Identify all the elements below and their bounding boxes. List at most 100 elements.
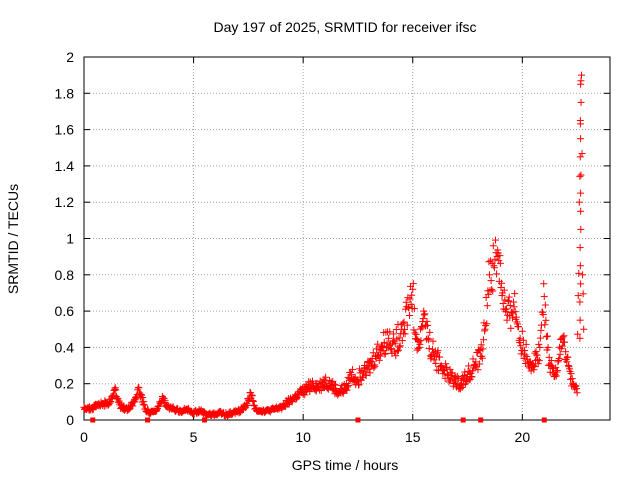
zero-point — [460, 417, 466, 423]
data-point — [521, 347, 529, 355]
data-point — [403, 321, 411, 329]
data-point — [476, 360, 484, 368]
data-point — [410, 326, 418, 334]
data-point — [508, 308, 516, 316]
data-point — [487, 277, 495, 285]
y-tick-label: 1.6 — [55, 122, 75, 138]
data-point — [370, 361, 378, 369]
data-point — [478, 354, 486, 362]
data-point — [331, 381, 339, 389]
data-point — [371, 362, 379, 370]
data-point — [576, 172, 584, 180]
data-point — [512, 313, 520, 321]
data-point — [366, 369, 374, 377]
data-point — [339, 388, 347, 396]
data-point — [140, 401, 148, 409]
data-point — [465, 362, 473, 370]
data-point — [577, 207, 585, 215]
data-point — [392, 352, 400, 360]
data-point — [539, 311, 547, 319]
data-point — [494, 246, 502, 254]
data-point — [511, 290, 519, 298]
data-point — [471, 362, 479, 370]
data-point — [293, 394, 301, 402]
data-point — [108, 393, 116, 401]
data-point — [411, 329, 419, 337]
data-point — [399, 319, 407, 327]
data-point — [424, 334, 432, 342]
data-point — [567, 375, 575, 383]
zero-point — [145, 417, 151, 423]
data-point — [396, 342, 404, 350]
data-point — [468, 373, 476, 381]
data-point — [558, 342, 566, 350]
data-point — [374, 340, 382, 348]
data-point — [580, 325, 588, 333]
data-point — [137, 391, 145, 399]
data-point — [425, 336, 433, 344]
data-markers — [80, 71, 588, 423]
data-point — [421, 310, 429, 318]
data-point — [522, 340, 530, 348]
data-point — [434, 347, 442, 355]
data-point — [556, 350, 564, 358]
x-tick-label: 10 — [295, 429, 311, 445]
y-tick-label: 1.2 — [55, 194, 75, 210]
chart-title: Day 197 of 2025, SRMTID for receiver ifs… — [214, 19, 477, 35]
data-point — [140, 398, 148, 406]
data-point — [575, 269, 583, 277]
data-point — [325, 376, 333, 384]
data-point — [496, 259, 504, 267]
data-point — [555, 354, 563, 362]
data-point — [576, 117, 584, 125]
data-point — [387, 345, 395, 353]
data-point — [243, 401, 251, 409]
data-point — [355, 380, 363, 388]
data-point — [379, 343, 387, 351]
zero-point — [90, 417, 96, 423]
data-point — [429, 337, 437, 345]
data-point — [109, 392, 117, 400]
data-point — [579, 290, 587, 298]
data-point — [485, 271, 493, 279]
data-point — [386, 328, 394, 336]
data-point — [475, 347, 483, 355]
data-point — [344, 383, 352, 391]
data-point — [336, 384, 344, 392]
data-point — [419, 315, 427, 323]
data-point — [328, 385, 336, 393]
y-tick-label: 2 — [66, 49, 74, 65]
data-point — [489, 242, 497, 250]
data-point — [482, 322, 490, 330]
data-point — [505, 297, 513, 305]
data-point — [534, 356, 542, 364]
data-point — [577, 98, 585, 106]
data-point — [398, 337, 406, 345]
data-point — [564, 353, 572, 361]
data-point — [483, 320, 491, 328]
data-point — [576, 262, 584, 270]
data-point — [489, 287, 497, 295]
data-point — [549, 369, 557, 377]
data-point — [578, 150, 586, 158]
data-point — [381, 350, 389, 358]
data-point — [139, 394, 147, 402]
data-point — [576, 153, 584, 161]
data-point — [129, 402, 137, 410]
x-tick-label: 15 — [405, 429, 421, 445]
data-point — [517, 342, 525, 350]
data-point — [406, 295, 414, 303]
data-point — [551, 373, 559, 381]
data-point — [563, 358, 571, 366]
data-point — [575, 198, 583, 206]
data-point — [579, 271, 587, 279]
data-point — [535, 357, 543, 365]
data-point — [561, 338, 569, 346]
data-point — [387, 346, 395, 354]
data-point — [306, 388, 314, 396]
data-point — [375, 356, 383, 364]
data-point — [510, 298, 518, 306]
data-point — [578, 71, 586, 79]
zero-point — [355, 417, 361, 423]
data-point — [560, 332, 568, 340]
